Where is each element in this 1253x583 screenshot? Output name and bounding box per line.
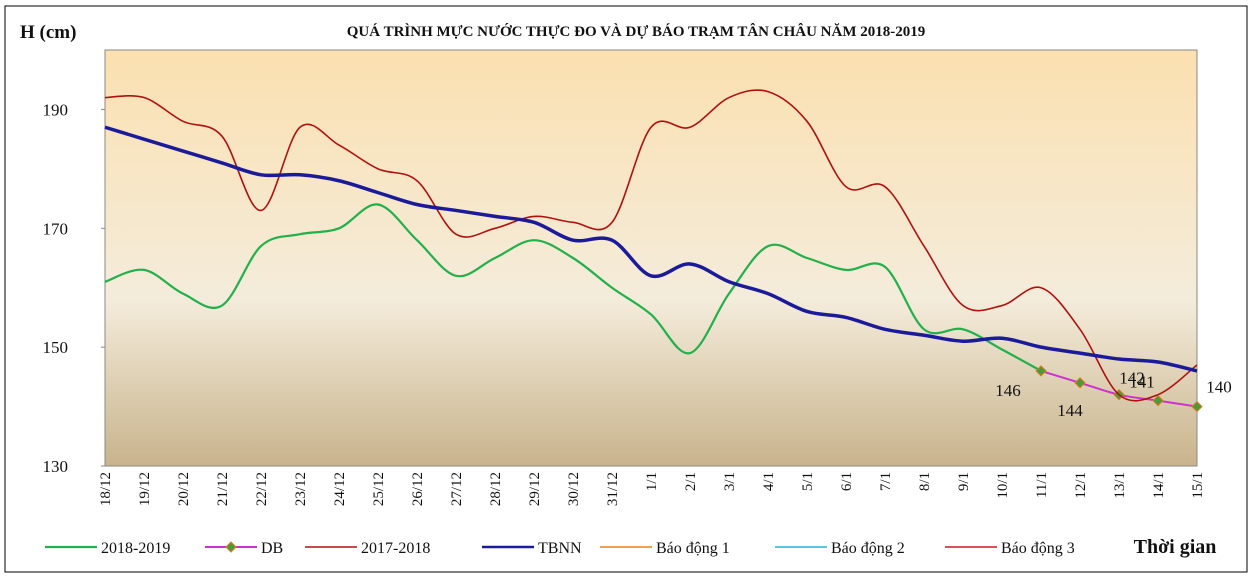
legend-label: TBNN <box>538 540 582 557</box>
x-tick-label: 3/1 <box>722 472 738 491</box>
x-tick-label: 19/12 <box>137 472 153 506</box>
x-tick-label: 29/12 <box>527 472 543 506</box>
y-tick-label: 190 <box>43 100 69 119</box>
marker <box>1035 365 1047 377</box>
x-tick-label: 22/12 <box>254 472 270 506</box>
legend-label: Báo động 2 <box>831 540 905 557</box>
legend-label: 2017-2018 <box>361 540 430 557</box>
x-tick-label: 28/12 <box>488 472 504 506</box>
x-tick-label: 24/12 <box>332 472 348 506</box>
x-tick-label: 15/1 <box>1190 472 1206 499</box>
series-line <box>104 203 1042 372</box>
x-tick-label: 27/12 <box>449 472 465 506</box>
series-line <box>104 125 1198 373</box>
x-tick-label: 7/1 <box>878 472 894 491</box>
x-tick-label: 4/1 <box>761 472 777 491</box>
x-tick-label: 31/12 <box>605 472 621 506</box>
x-tick-label: 6/1 <box>839 472 855 491</box>
x-tick-label: 9/1 <box>956 472 972 491</box>
x-axis-label: Thời gian <box>1134 536 1217 558</box>
x-tick-label: 18/12 <box>98 472 114 506</box>
x-tick-label: 1/1 <box>644 472 660 491</box>
marker <box>1074 377 1086 389</box>
marker <box>1152 394 1164 407</box>
y-tick-label: 130 <box>43 457 69 476</box>
x-tick-label: 21/12 <box>215 472 231 506</box>
legend-marker <box>225 541 237 553</box>
x-tick-label: 20/12 <box>176 472 192 506</box>
series-line <box>104 89 1198 402</box>
x-tick-label: 25/12 <box>371 472 387 506</box>
legend-label: 2018-2019 <box>101 540 170 557</box>
y-tick-label: 150 <box>43 338 69 357</box>
y-axis-label: H (cm) <box>20 22 76 43</box>
x-tick-label: 2/1 <box>683 472 699 491</box>
data-label: 141 <box>1129 373 1155 392</box>
chart-title: QUÁ TRÌNH MỰC NƯỚC THỰC ĐO VÀ DỰ BÁO TRẠ… <box>347 23 925 40</box>
x-tick-label: 5/1 <box>800 472 816 491</box>
y-tick-label: 170 <box>43 219 69 238</box>
x-tick-label: 26/12 <box>410 472 426 506</box>
data-label: 144 <box>1057 401 1083 420</box>
marker <box>1191 400 1203 413</box>
data-label: 142 <box>1119 369 1145 388</box>
data-label: 146 <box>995 381 1021 400</box>
x-tick-label: 10/1 <box>995 472 1011 499</box>
legend-label: Báo động 3 <box>1001 540 1075 557</box>
x-tick-label: 14/1 <box>1151 472 1167 499</box>
x-tick-label: 8/1 <box>917 472 933 491</box>
legend-label: Báo động 1 <box>656 540 730 557</box>
x-tick-label: 23/12 <box>293 472 309 506</box>
x-tick-label: 13/1 <box>1112 472 1128 499</box>
x-tick-label: 12/1 <box>1073 472 1089 499</box>
x-tick-label: 30/12 <box>566 472 582 506</box>
data-label: 140 <box>1206 378 1232 397</box>
legend-label: DB <box>261 540 283 557</box>
plot-area <box>104 49 1198 467</box>
x-tick-label: 11/1 <box>1034 472 1050 498</box>
